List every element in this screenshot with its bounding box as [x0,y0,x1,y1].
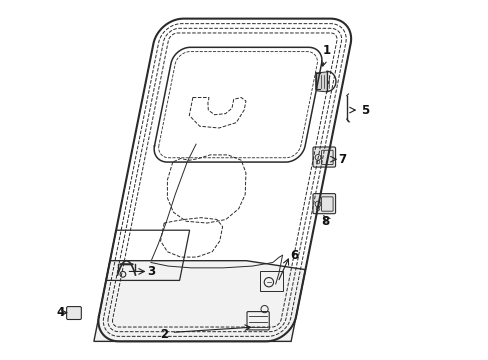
Text: 4: 4 [56,306,64,319]
Polygon shape [94,261,305,341]
FancyBboxPatch shape [312,194,335,214]
Text: 1: 1 [321,44,330,66]
Text: 5: 5 [360,104,368,117]
Text: 2: 2 [160,328,168,341]
Text: 7: 7 [338,153,346,166]
FancyBboxPatch shape [312,147,335,167]
Text: 3: 3 [146,265,155,278]
Text: 6: 6 [290,249,298,262]
FancyBboxPatch shape [66,307,81,319]
Text: 8: 8 [321,215,329,228]
